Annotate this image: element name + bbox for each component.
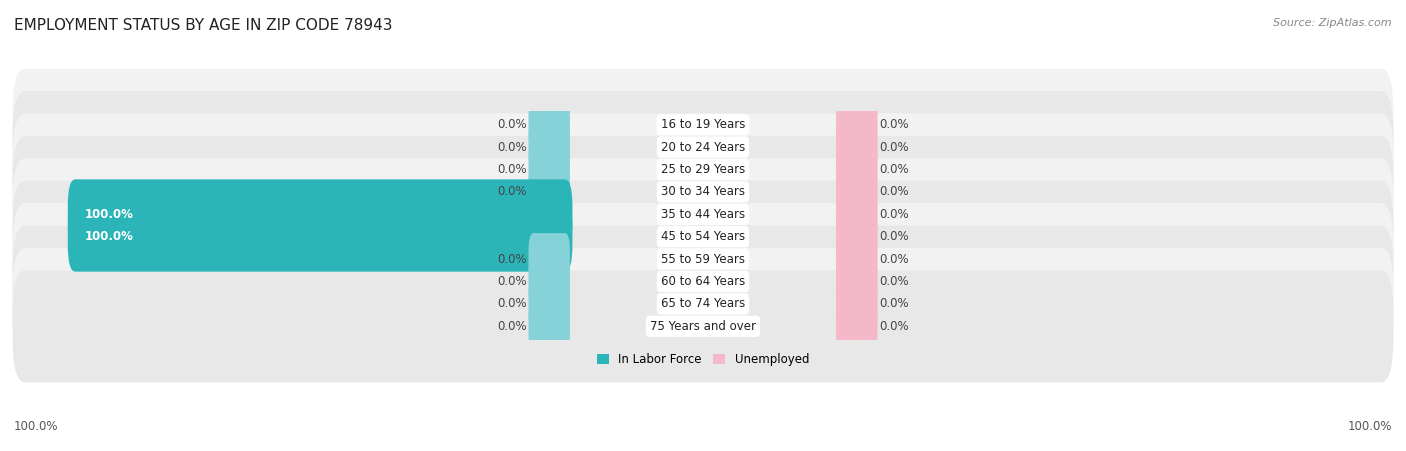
Text: 0.0%: 0.0% <box>498 185 527 198</box>
Text: 60 to 64 Years: 60 to 64 Years <box>661 275 745 288</box>
FancyBboxPatch shape <box>13 114 1393 226</box>
Text: 55 to 59 Years: 55 to 59 Years <box>661 253 745 266</box>
Text: 0.0%: 0.0% <box>879 230 908 243</box>
Text: 20 to 24 Years: 20 to 24 Years <box>661 141 745 154</box>
FancyBboxPatch shape <box>529 99 569 151</box>
Text: 30 to 34 Years: 30 to 34 Years <box>661 185 745 198</box>
FancyBboxPatch shape <box>13 203 1393 315</box>
Text: 0.0%: 0.0% <box>498 253 527 266</box>
Legend: In Labor Force, Unemployed: In Labor Force, Unemployed <box>592 348 814 370</box>
FancyBboxPatch shape <box>67 202 572 272</box>
Text: EMPLOYMENT STATUS BY AGE IN ZIP CODE 78943: EMPLOYMENT STATUS BY AGE IN ZIP CODE 789… <box>14 18 392 33</box>
FancyBboxPatch shape <box>529 278 569 330</box>
FancyBboxPatch shape <box>13 181 1393 293</box>
Text: 100.0%: 100.0% <box>14 420 59 433</box>
Text: 0.0%: 0.0% <box>879 275 908 288</box>
FancyBboxPatch shape <box>529 121 569 173</box>
Text: 45 to 54 Years: 45 to 54 Years <box>661 230 745 243</box>
FancyBboxPatch shape <box>837 256 877 308</box>
Text: 0.0%: 0.0% <box>879 163 908 176</box>
FancyBboxPatch shape <box>13 69 1393 181</box>
Text: 75 Years and over: 75 Years and over <box>650 320 756 333</box>
FancyBboxPatch shape <box>13 270 1393 382</box>
FancyBboxPatch shape <box>13 248 1393 360</box>
FancyBboxPatch shape <box>529 256 569 308</box>
FancyBboxPatch shape <box>837 121 877 173</box>
Text: 16 to 19 Years: 16 to 19 Years <box>661 118 745 131</box>
FancyBboxPatch shape <box>13 158 1393 270</box>
FancyBboxPatch shape <box>13 136 1393 248</box>
FancyBboxPatch shape <box>837 233 877 285</box>
FancyBboxPatch shape <box>837 166 877 218</box>
Text: 0.0%: 0.0% <box>498 141 527 154</box>
Text: 0.0%: 0.0% <box>879 141 908 154</box>
Text: 35 to 44 Years: 35 to 44 Years <box>661 208 745 221</box>
FancyBboxPatch shape <box>529 233 569 285</box>
Text: 0.0%: 0.0% <box>498 320 527 333</box>
FancyBboxPatch shape <box>67 179 572 249</box>
Text: 100.0%: 100.0% <box>1347 420 1392 433</box>
FancyBboxPatch shape <box>529 143 569 195</box>
Text: 100.0%: 100.0% <box>84 208 134 221</box>
FancyBboxPatch shape <box>13 91 1393 203</box>
FancyBboxPatch shape <box>837 278 877 330</box>
FancyBboxPatch shape <box>837 143 877 195</box>
FancyBboxPatch shape <box>837 211 877 262</box>
Text: 0.0%: 0.0% <box>879 185 908 198</box>
FancyBboxPatch shape <box>529 166 569 218</box>
Text: 0.0%: 0.0% <box>498 118 527 131</box>
FancyBboxPatch shape <box>13 226 1393 337</box>
Text: 0.0%: 0.0% <box>879 320 908 333</box>
FancyBboxPatch shape <box>529 300 569 352</box>
FancyBboxPatch shape <box>837 99 877 151</box>
Text: 0.0%: 0.0% <box>879 297 908 310</box>
Text: Source: ZipAtlas.com: Source: ZipAtlas.com <box>1274 18 1392 28</box>
FancyBboxPatch shape <box>837 300 877 352</box>
Text: 65 to 74 Years: 65 to 74 Years <box>661 297 745 310</box>
Text: 100.0%: 100.0% <box>84 230 134 243</box>
Text: 0.0%: 0.0% <box>879 253 908 266</box>
Text: 0.0%: 0.0% <box>498 163 527 176</box>
Text: 0.0%: 0.0% <box>498 275 527 288</box>
Text: 25 to 29 Years: 25 to 29 Years <box>661 163 745 176</box>
Text: 0.0%: 0.0% <box>879 208 908 221</box>
Text: 0.0%: 0.0% <box>498 297 527 310</box>
FancyBboxPatch shape <box>837 189 877 240</box>
Text: 0.0%: 0.0% <box>879 118 908 131</box>
